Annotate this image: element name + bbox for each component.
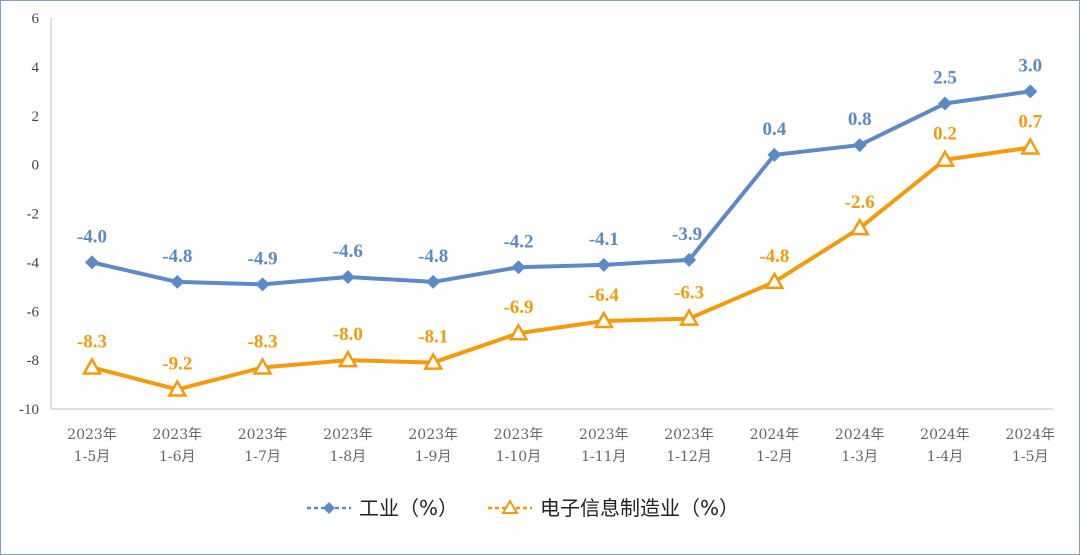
x-tick-label-year: 2023年 [664, 427, 714, 443]
y-tick-label: 2 [32, 109, 40, 125]
data-label: 0.4 [763, 119, 787, 140]
data-point-marker [255, 277, 270, 292]
data-point-marker [167, 378, 188, 397]
data-point-marker [1023, 84, 1038, 99]
data-point-marker [340, 270, 355, 285]
data-label: -4.2 [503, 231, 533, 252]
data-point-marker [170, 274, 185, 289]
x-tick-label-period: 1-12月 [666, 449, 711, 465]
x-tick-label-year: 2023年 [152, 427, 202, 443]
series-line-1 [91, 89, 1031, 287]
legend-marker-icon [323, 502, 335, 514]
series-line-2 [91, 145, 1031, 392]
x-tick-label-period: 1-8月 [330, 449, 367, 465]
data-label: 0.7 [1018, 112, 1042, 133]
data-label: -6.9 [503, 297, 533, 318]
data-label: -2.6 [845, 192, 875, 213]
data-point-marker [934, 149, 956, 167]
x-tick-label-period: 1-10月 [496, 449, 541, 465]
data-point-marker [423, 352, 444, 370]
data-label: -4.9 [248, 248, 278, 269]
legend-label-1: 工业（%） [359, 496, 458, 520]
data-point-marker [678, 308, 700, 326]
data-point-marker [767, 147, 782, 162]
x-tick-label-period: 1-2月 [756, 449, 793, 465]
data-point-marker [511, 260, 526, 275]
data-point-marker [849, 217, 870, 236]
data-label: -8.0 [333, 324, 363, 345]
legend-label-2: 电子信息制造业（%） [540, 496, 739, 520]
data-point-marker [252, 356, 273, 375]
x-tick-label-period: 1-3月 [841, 449, 878, 465]
data-point-marker [593, 310, 614, 329]
x-tick-label-period: 1-6月 [159, 449, 196, 465]
data-point-marker [426, 274, 441, 289]
data-point-marker [81, 356, 103, 375]
data-label: -3.9 [672, 224, 702, 245]
y-tick-label: 4 [32, 60, 40, 76]
data-point-marker [764, 271, 785, 290]
x-tick-label-period: 1-4月 [927, 449, 964, 465]
data-label: 2.5 [933, 68, 957, 89]
data-label: -8.3 [77, 331, 107, 352]
data-point-marker [938, 96, 952, 111]
x-tick-label-year: 2023年 [579, 427, 629, 443]
x-tick-label-year: 2024年 [750, 427, 800, 443]
y-tick-label: -8 [27, 353, 40, 369]
data-point-marker [682, 252, 697, 267]
x-tick-label-year: 2023年 [323, 427, 373, 443]
x-tick-label-year: 2023年 [494, 427, 544, 443]
data-point-marker [1020, 136, 1041, 155]
data-label: -6.4 [589, 285, 620, 306]
x-tick-label-year: 2024年 [835, 427, 885, 443]
data-label: 3.0 [1018, 55, 1042, 76]
y-tick-label: -6 [27, 304, 40, 320]
x-tick-label-period: 1-5月 [1012, 449, 1049, 465]
x-tick-label-year: 2024年 [1005, 427, 1055, 443]
data-label: -8.1 [418, 327, 448, 348]
data-point-marker [337, 349, 359, 368]
data-label: -4.8 [162, 246, 192, 267]
y-tick-label: -4 [27, 255, 40, 271]
x-tick-label-year: 2024年 [920, 427, 970, 443]
x-tick-label-period: 1-11月 [581, 449, 626, 465]
x-tick-label-period: 1-5月 [74, 449, 111, 465]
x-tick-label-period: 1-7月 [244, 449, 281, 465]
data-point-marker [85, 255, 99, 270]
data-point-marker [852, 138, 867, 153]
y-tick-label: 0 [32, 158, 40, 174]
data-label: 0.2 [933, 124, 957, 145]
data-point-marker [508, 322, 529, 341]
data-label: -4.8 [418, 246, 448, 267]
data-label: -8.3 [248, 331, 278, 352]
data-label: -4.6 [333, 241, 363, 262]
data-label: -4.8 [759, 246, 789, 267]
legend-marker-icon [501, 499, 519, 514]
x-tick-label-year: 2023年 [238, 427, 288, 443]
data-label: -4.0 [77, 226, 107, 247]
y-tick-label: -2 [27, 207, 40, 223]
data-label: -9.2 [162, 353, 192, 374]
data-label: 0.8 [848, 109, 872, 130]
y-tick-label: -10 [19, 402, 39, 418]
x-tick-label-year: 2023年 [67, 427, 117, 443]
x-tick-label-period: 1-9月 [415, 449, 452, 465]
data-point-marker [596, 257, 611, 272]
x-tick-label-year: 2023年 [408, 427, 458, 443]
data-label: -4.1 [589, 229, 619, 250]
y-tick-label: 6 [32, 11, 40, 27]
data-label: -6.3 [674, 283, 704, 304]
